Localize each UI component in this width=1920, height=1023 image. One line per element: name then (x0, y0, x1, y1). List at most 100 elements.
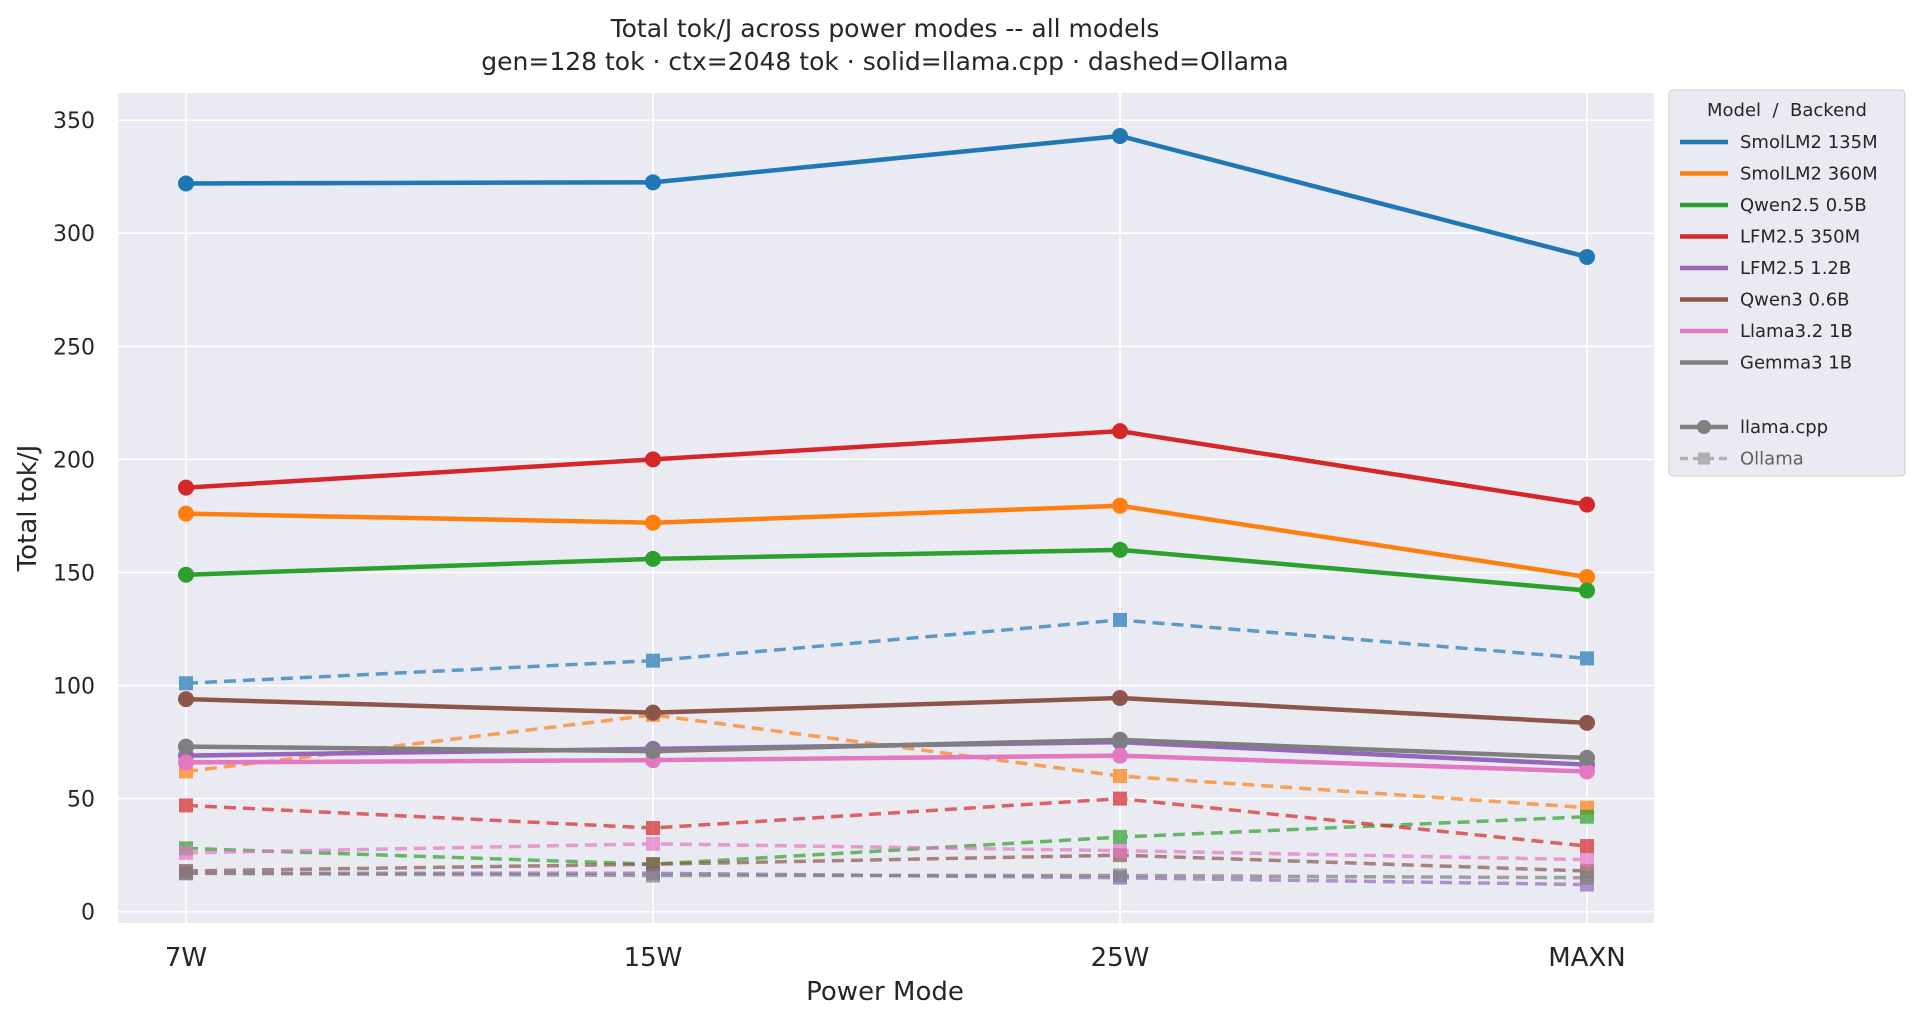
data-point (1579, 749, 1595, 766)
series-qwen3-0-6b-llama-cpp (178, 689, 1595, 731)
data-point (645, 550, 661, 567)
data-point (178, 175, 194, 192)
data-point (1112, 731, 1128, 748)
y-tick-label: 0 (81, 901, 95, 926)
x-ticks: 7W 15W 25W MAXN (165, 943, 1626, 973)
data-point (1112, 423, 1128, 440)
legend-label: Llama3.2 1B (1740, 321, 1853, 342)
series-line (185, 695, 1588, 726)
series-lfm2-5-350m-ollama (179, 791, 1594, 854)
data-point (1579, 568, 1595, 585)
series-smollm2-360m-llama-cpp (178, 497, 1595, 585)
series-qwen2-5-0-5b-llama-cpp (178, 541, 1595, 599)
series-line (185, 842, 1588, 862)
y-tick-label: 300 (53, 222, 95, 247)
data-point (646, 836, 660, 851)
data-point (1579, 714, 1595, 731)
series-line (185, 503, 1588, 580)
data-point (178, 691, 194, 708)
series-smollm2-135m-llama-cpp (178, 127, 1595, 265)
plot-area (118, 93, 1654, 923)
x-tick-label: 25W (1091, 943, 1150, 973)
data-point (1579, 582, 1595, 599)
data-point (1112, 689, 1128, 706)
data-point (1113, 843, 1127, 858)
data-point (1580, 870, 1594, 885)
data-point (179, 845, 193, 860)
series-smollm2-135m-ollama (179, 612, 1594, 691)
legend: Model / Backend SmolLM2 135M SmolLM2 360M… (1668, 89, 1906, 477)
y-axis-label: Total tok/J (13, 445, 43, 573)
legend-label: Qwen2.5 0.5B (1740, 195, 1867, 216)
legend-label: Ollama (1740, 449, 1804, 470)
series-line (185, 618, 1588, 686)
data-point (646, 857, 660, 872)
series-gemma3-1b-ollama (179, 866, 1594, 885)
data-point (1579, 496, 1595, 513)
y-tick-label: 200 (53, 448, 95, 473)
series-line (185, 814, 1588, 866)
x-axis-label: Power Mode (806, 977, 964, 1007)
data-point (646, 868, 660, 883)
series-line (185, 547, 1588, 593)
chart-subtitle: gen=128 tok · ctx=2048 tok · solid=llama… (481, 47, 1288, 76)
series-llama3-2-1b-ollama (179, 836, 1594, 867)
legend-item: LFM2.5 350M (1680, 227, 1860, 248)
legend-item: Llama3.2 1B (1680, 321, 1853, 342)
data-point (646, 821, 660, 836)
data-point (178, 738, 194, 755)
series-line (185, 428, 1588, 507)
series-line (185, 133, 1588, 260)
series-line (185, 796, 1588, 848)
legend-item-backend: llama.cpp (1680, 417, 1828, 438)
legend-title: Model / Backend (1707, 100, 1867, 121)
data-point (1112, 747, 1128, 764)
data-point (646, 653, 660, 668)
series-line (185, 753, 1588, 774)
data-point (645, 174, 661, 191)
chart-title: Total tok/J across power modes -- all mo… (610, 14, 1160, 43)
data-point (178, 566, 194, 583)
data-point (1112, 541, 1128, 558)
data-point (179, 798, 193, 813)
data-point (179, 676, 193, 691)
legend-marker (1697, 420, 1711, 434)
data-point (1580, 809, 1594, 824)
y-ticks: 0 50 100 150 200 250 300 350 (53, 109, 95, 926)
data-point (178, 479, 194, 496)
legend-label: SmolLM2 135M (1740, 132, 1878, 153)
legend-marker (1698, 452, 1710, 465)
legend-label: SmolLM2 360M (1740, 164, 1878, 185)
data-point (645, 704, 661, 721)
y-tick-label: 100 (53, 675, 95, 700)
series-gemma3-1b-llama-cpp (178, 731, 1595, 766)
data-point (178, 754, 194, 771)
series-line (185, 737, 1588, 761)
legend-items: SmolLM2 135M SmolLM2 360M Qwen2.5 0.5B LFM2… (1680, 132, 1878, 470)
data-point (1580, 839, 1594, 854)
series-line (185, 871, 1588, 880)
x-tick-label: 15W (624, 943, 683, 973)
data-point (1113, 612, 1127, 627)
y-tick-label: 350 (53, 109, 95, 134)
data-point (179, 866, 193, 881)
y-tick-label: 150 (53, 561, 95, 586)
data-point (1579, 763, 1595, 780)
legend-item: SmolLM2 360M (1680, 164, 1878, 185)
x-tick-label: MAXN (1548, 943, 1625, 973)
data-point (645, 451, 661, 468)
data-point (645, 743, 661, 760)
legend-item: Qwen2.5 0.5B (1680, 195, 1867, 216)
data-point (1113, 868, 1127, 883)
data-point (1113, 768, 1127, 783)
series-layer (178, 127, 1595, 892)
legend-label: Gemma3 1B (1740, 353, 1852, 374)
legend-item: Gemma3 1B (1680, 353, 1852, 374)
data-point (1113, 830, 1127, 845)
data-point (1112, 127, 1128, 144)
y-tick-label: 50 (67, 788, 95, 813)
series-lfm2-5-350m-llama-cpp (178, 423, 1595, 513)
legend-item: SmolLM2 135M (1680, 132, 1878, 153)
legend-label: LFM2.5 1.2B (1740, 258, 1851, 279)
